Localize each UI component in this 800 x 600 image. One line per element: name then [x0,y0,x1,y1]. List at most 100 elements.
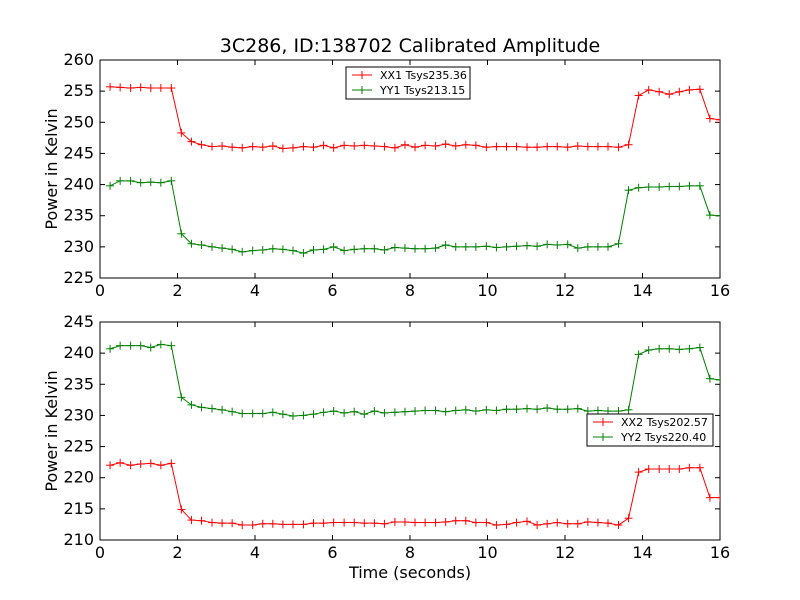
y-tick-label: 255 [63,81,94,100]
data-point [278,410,287,419]
data-point [451,242,460,251]
data-point [482,242,491,251]
legend-item: XX2 Tsys202.57 [593,416,708,429]
data-point [583,242,592,251]
data-point [614,521,623,530]
data-point [187,516,196,525]
data-point [512,518,521,527]
data-point [695,463,704,472]
data-point [248,142,257,151]
data-point [573,519,582,528]
data-point [604,519,613,528]
data-point [360,519,369,528]
data-point [523,241,532,250]
data-point [716,211,720,220]
legend-box [586,413,714,447]
data-point [543,240,552,249]
data-point [471,141,480,150]
data-point [167,341,176,350]
data-point [390,143,399,152]
x-tick-label: 12 [555,543,575,562]
data-point [665,464,674,473]
data-point [644,85,653,94]
data-point [350,518,359,527]
legend: XX1 Tsys235.36 YY1 Tsys213.15 [345,66,471,100]
data-point [716,375,720,384]
data-point [329,407,338,416]
series-1 [106,82,720,153]
data-point [705,211,714,220]
data-point [614,143,623,152]
data-point [390,408,399,417]
data-point [329,242,338,251]
data-point [421,244,430,253]
data-point [502,405,511,414]
data-point [126,84,135,93]
data-point [258,519,267,528]
data-point [400,517,409,526]
data-point [370,244,379,253]
data-point [319,141,328,150]
data-point [248,246,257,255]
data-point [421,406,430,415]
data-point [512,405,521,414]
data-point [350,141,359,150]
data-point [685,463,694,472]
y-tick-label: 260 [63,50,94,69]
data-point [167,84,176,93]
data-point [258,143,267,152]
data-point [258,245,267,254]
data-point [431,518,440,527]
data-point [411,518,420,527]
data-point [421,141,430,150]
data-point [563,240,572,249]
data-point [685,85,694,94]
data-point [146,343,155,352]
data-point [370,519,379,528]
data-point [136,460,145,469]
data-point [350,407,359,416]
x-tick-label: 4 [250,543,260,562]
y-tick-label: 230 [63,405,94,424]
data-point [573,141,582,150]
data-point [644,183,653,192]
data-point [533,143,542,152]
data-point [360,410,369,419]
data-point [268,519,277,528]
data-point [523,404,532,413]
data-point [218,141,227,150]
data-point [553,142,562,151]
y-tick-label: 240 [63,175,94,194]
data-point [390,517,399,526]
data-point [523,517,532,526]
data-point [634,468,643,477]
data-point [146,178,155,187]
data-point [370,407,379,416]
data-point [238,247,247,256]
data-point [553,405,562,414]
data-point [228,143,237,152]
data-point [492,142,501,151]
data-point [482,143,491,152]
data-point [136,83,145,92]
x-tick-label: 14 [632,543,652,562]
data-point [685,344,694,353]
data-point [309,245,318,254]
x-tick-label: 16 [710,543,730,562]
data-point [502,242,511,251]
x-tick-label: 14 [632,281,652,300]
data-point [502,142,511,151]
data-point [593,242,602,251]
data-point [593,406,602,415]
data-point [685,181,694,190]
data-point [400,140,409,149]
series-1 [106,458,720,530]
legend-item: XX1 Tsys235.36 [352,69,467,82]
data-point [665,182,674,191]
data-point [533,405,542,414]
y-tick-label: 220 [63,468,94,487]
data-point [288,246,297,255]
data-point [380,408,389,417]
data-point [553,240,562,249]
